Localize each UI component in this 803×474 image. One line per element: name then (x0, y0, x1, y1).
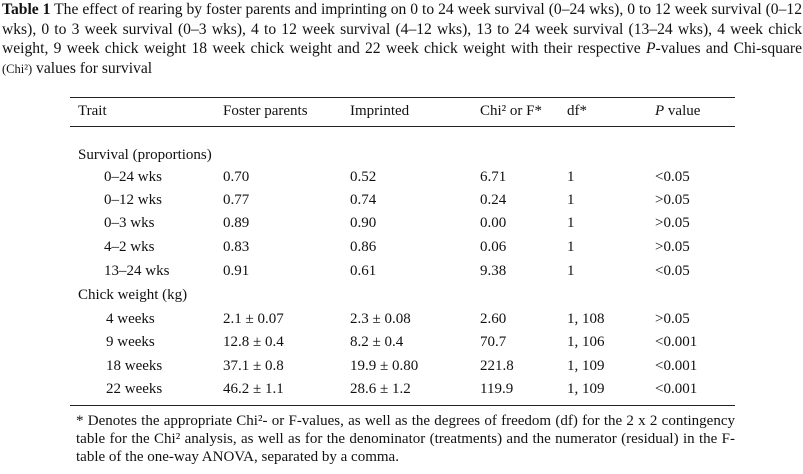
caption: Table 1 The effect of rearing by foster … (2, 0, 802, 79)
cell: 0.61 (350, 263, 377, 279)
cell: 9.38 (480, 263, 507, 279)
caption-label: Table 1 (2, 1, 51, 18)
caption-chi: (Chi²) (2, 61, 33, 76)
cell: 1 (567, 215, 575, 231)
header-text: value (667, 103, 701, 119)
cell: 0.77 (223, 192, 250, 208)
cell: <0.05 (655, 263, 690, 279)
cell: 221.8 (480, 358, 514, 374)
cell: 0.70 (223, 169, 250, 185)
header-cell: Imprinted (350, 103, 410, 119)
cell: 2.3 ± 0.08 (350, 311, 411, 327)
cell: 37.1 ± 0.8 (223, 358, 284, 374)
cell: <0.001 (655, 358, 698, 374)
cell: 6.71 (480, 169, 507, 185)
cell: 1 (567, 239, 575, 255)
row-label: 22 weeks (106, 381, 163, 397)
cell: 8.2 ± 0.4 (350, 334, 404, 350)
header-cell: df* (567, 103, 587, 119)
cell: 0.00 (480, 215, 507, 231)
row-label: 0–3 wks (104, 215, 155, 231)
header-cell: P value (655, 102, 700, 120)
rule (70, 405, 735, 406)
cell: 119.9 (480, 381, 514, 397)
cell: 0.06 (480, 239, 507, 255)
rule (70, 97, 735, 98)
cell: 1, 106 (567, 334, 605, 350)
cell: <0.001 (655, 381, 698, 397)
header-cell: Trait (78, 103, 107, 119)
row-label: 18 weeks (106, 358, 163, 374)
cell: 0.83 (223, 239, 250, 255)
cell: 2.60 (480, 311, 507, 327)
cell: 0.24 (480, 192, 507, 208)
row-label: 13–24 wks (104, 263, 170, 279)
caption-text: -values and Chi-square (655, 40, 803, 58)
rule (70, 126, 735, 127)
cell: 0.86 (350, 239, 377, 255)
header-cell: Foster parents (223, 103, 308, 119)
cell: 0.90 (350, 215, 377, 231)
section-title: Chick weight (kg) (78, 287, 188, 303)
row-label: 4–2 wks (104, 239, 155, 255)
row-label: 0–24 wks (104, 169, 162, 185)
row-label: 9 weeks (106, 334, 155, 350)
section-title: Survival (proportions) (78, 147, 212, 163)
header-cell: Chi² or F* (480, 103, 543, 119)
caption-italic: P (646, 40, 656, 58)
cell: 28.6 ± 1.2 (350, 381, 411, 397)
cell: 0.91 (223, 263, 250, 279)
caption-text: values for survival (36, 59, 153, 77)
cell: >0.05 (655, 215, 690, 231)
cell: 12.8 ± 0.4 (223, 334, 284, 350)
cell: >0.05 (655, 192, 690, 208)
cell: 1, 109 (567, 381, 605, 397)
cell: 70.7 (480, 334, 507, 350)
footnote: * Denotes the appropriate Chi²- or F-val… (76, 413, 735, 465)
cell: 0.52 (350, 169, 377, 185)
cell: 1 (567, 169, 575, 185)
row-label: 0–12 wks (104, 192, 162, 208)
cell: 1, 108 (567, 311, 605, 327)
cell: 2.1 ± 0.07 (223, 311, 284, 327)
cell: <0.001 (655, 334, 698, 350)
cell: 1, 109 (567, 358, 605, 374)
cell: 1 (567, 263, 575, 279)
caption-text: The effect of rearing by foster parents … (2, 1, 802, 58)
cell: >0.05 (655, 311, 690, 327)
cell: <0.05 (655, 169, 690, 185)
cell: 1 (567, 192, 575, 208)
cell: 19.9 ± 0.80 (350, 358, 419, 374)
row-label: 4 weeks (106, 311, 155, 327)
cell: 0.89 (223, 215, 250, 231)
cell: 46.2 ± 1.1 (223, 381, 284, 397)
cell: 0.74 (350, 192, 377, 208)
header-text: P (655, 103, 665, 119)
cell: >0.05 (655, 239, 690, 255)
